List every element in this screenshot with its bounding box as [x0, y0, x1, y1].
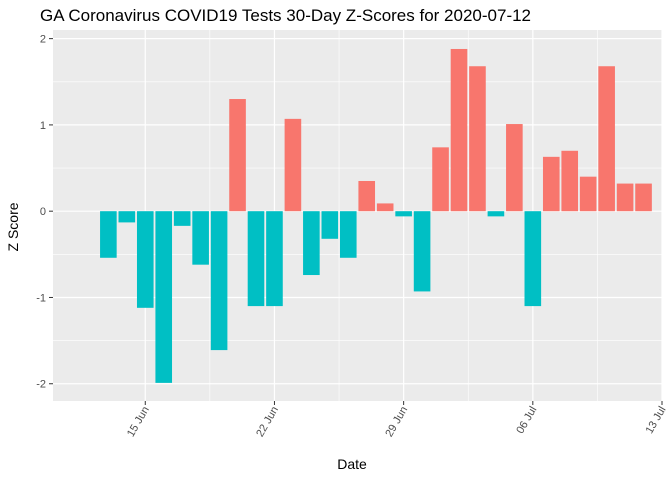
y-axis-title: Z Score [5, 202, 21, 251]
bar [303, 211, 320, 276]
y-tick-label: -1 [36, 292, 46, 304]
x-tick-label: 29 Jun [383, 405, 410, 440]
bar [358, 180, 376, 212]
y-tick-label: 2 [40, 34, 46, 46]
bar [192, 211, 209, 265]
bar [616, 183, 634, 212]
bar [118, 211, 136, 223]
bar [155, 211, 173, 383]
bar [561, 150, 579, 212]
bars [100, 48, 652, 383]
bar [542, 156, 560, 212]
bar [173, 211, 191, 226]
bar [284, 118, 302, 212]
bar [524, 211, 542, 307]
bar [266, 211, 283, 307]
bar [395, 211, 412, 217]
bar [100, 211, 117, 258]
bar [136, 211, 154, 308]
bar [635, 183, 652, 212]
y-tick-label: -2 [36, 379, 46, 391]
x-tick-label: 06 Jul [514, 405, 539, 436]
plot-panel [53, 30, 662, 401]
chart-title: GA Coronavirus COVID19 Tests 30-Day Z-Sc… [40, 6, 531, 25]
bar [598, 66, 615, 212]
bar [339, 211, 357, 258]
x-axis-title: Date [337, 456, 367, 472]
bar [469, 66, 486, 212]
bar [450, 48, 468, 212]
x-axis: 15 Jun 22 Jun 29 Jun 06 Jul 13 Jul [125, 401, 669, 439]
x-tick-label: 13 Jul [644, 405, 669, 436]
y-tick-label: 0 [40, 206, 46, 218]
bar [579, 176, 597, 212]
bar [210, 211, 228, 351]
bar [432, 147, 449, 212]
bar [247, 211, 265, 307]
y-axis: -2 -1 0 1 2 [36, 34, 53, 391]
x-tick-label: 22 Jun [254, 405, 281, 440]
bar [376, 203, 394, 212]
bar [487, 211, 505, 217]
bar [321, 211, 339, 239]
bar [229, 99, 246, 212]
bar [413, 211, 431, 292]
y-tick-label: 1 [40, 120, 46, 132]
bar [506, 124, 523, 212]
x-tick-label: 15 Jun [125, 405, 152, 440]
